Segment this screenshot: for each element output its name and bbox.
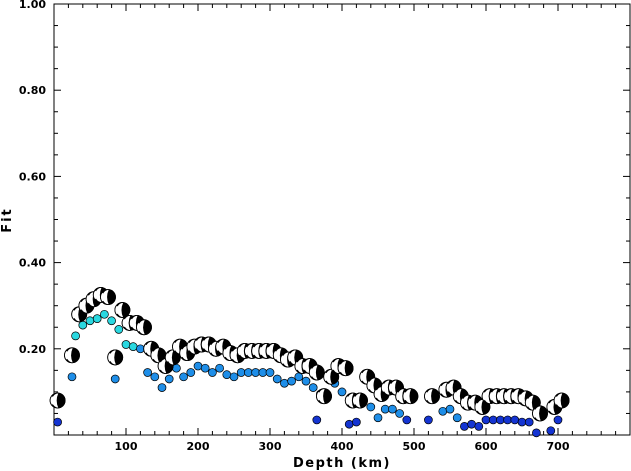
fit-point-mid_blue <box>67 372 77 382</box>
fit-point-cyan <box>107 316 116 326</box>
fit-point-deep_blue <box>312 415 322 425</box>
fit-point-mid_blue <box>280 378 289 388</box>
fit-point-deep_blue <box>510 415 520 425</box>
fit-point-mid_blue <box>308 383 318 392</box>
mechanism-symbol <box>337 360 354 377</box>
data-marks <box>49 286 570 438</box>
fit-point-mid_blue <box>157 383 167 392</box>
fit-point-mid_blue <box>229 372 239 382</box>
fit-point-deep_blue <box>553 415 563 425</box>
fit-point-mid_blue <box>388 404 397 414</box>
mechanism-symbol <box>64 347 80 364</box>
fit-point-cyan <box>100 309 109 319</box>
fit-point-mid_blue <box>222 370 232 380</box>
fit-point-mid_blue <box>366 402 376 412</box>
mechanism-symbol <box>49 392 66 409</box>
fit-point-mid_blue <box>208 368 217 377</box>
x-tick-label: 600 <box>475 440 498 453</box>
mechanism-symbol <box>114 302 131 318</box>
fit-point-deep_blue <box>524 417 534 427</box>
fit-point-mid_blue <box>287 376 296 386</box>
axis-ticks: 100 200 300 400 500 600 700 0.20 0.40 0.60 0.80 1.0… <box>19 0 630 453</box>
fit-point-mid_blue <box>143 368 152 377</box>
fit-point-deep_blue <box>53 417 62 427</box>
x-tick-label: 100 <box>115 440 138 453</box>
mechanism-symbol <box>136 319 152 336</box>
x-tick-label: 500 <box>403 440 426 453</box>
fit-point-mid_blue <box>337 387 347 397</box>
fit-point-mid_blue <box>438 406 448 416</box>
fit-point-cyan <box>78 320 88 330</box>
fit-point-deep_blue <box>503 415 512 425</box>
fit-point-mid_blue <box>172 363 181 373</box>
mechanism-symbol <box>308 364 325 381</box>
fit-point-mid_blue <box>164 374 174 384</box>
fit-point-mid_blue <box>186 368 196 377</box>
mechanism-symbol <box>402 388 419 405</box>
mechanism-symbol <box>107 349 124 366</box>
fit-point-deep_blue <box>460 422 469 431</box>
fit-point-deep_blue <box>467 419 476 429</box>
y-tick-label: 0.60 <box>19 170 46 183</box>
fit-point-mid_blue <box>380 404 390 414</box>
fit-point-mid_blue <box>373 413 383 423</box>
fit-point-mid_blue <box>452 413 462 423</box>
y-tick-label: 0.40 <box>19 257 46 270</box>
fit-point-deep_blue <box>532 428 541 438</box>
fit-point-mid_blue <box>272 374 282 384</box>
fit-point-deep_blue <box>474 422 484 431</box>
mechanism-symbol <box>128 314 145 331</box>
x-axis-label: Depth (km) <box>293 456 391 471</box>
fit-point-deep_blue <box>344 419 354 429</box>
mechanism-symbol <box>553 392 570 409</box>
y-axis-label: Fit <box>0 207 15 233</box>
y-tick-label: 0.80 <box>19 84 46 97</box>
x-tick-label: 300 <box>259 440 282 453</box>
fit-point-cyan <box>114 325 124 334</box>
fit-point-deep_blue <box>402 415 412 425</box>
fit-point-cyan <box>71 331 80 341</box>
x-tick-label: 200 <box>187 440 210 453</box>
fit-point-deep_blue <box>481 415 491 425</box>
fit-point-mid_blue <box>251 368 260 377</box>
fit-point-cyan <box>121 340 131 349</box>
fit-point-mid_blue <box>265 368 275 377</box>
fit-point-mid_blue <box>301 376 311 386</box>
fit-point-cyan <box>85 316 95 326</box>
fit-point-deep_blue <box>352 417 361 427</box>
fit-point-mid_blue <box>179 372 188 382</box>
fit-point-deep_blue <box>517 417 527 427</box>
fit-point-cyan <box>128 342 138 351</box>
fit-point-deep_blue <box>546 426 556 436</box>
y-tick-label: 1.00 <box>19 0 46 11</box>
fit-point-mid_blue <box>136 344 145 354</box>
mechanism-symbol <box>100 289 116 306</box>
y-tick-label: 0.20 <box>19 343 46 356</box>
mechanism-symbol <box>424 388 440 405</box>
fit-point-mid_blue <box>445 404 455 414</box>
mechanism-symbol <box>445 379 462 396</box>
mechanism-symbol <box>352 392 368 409</box>
fit-point-mid_blue <box>395 409 404 418</box>
fit-point-cyan <box>92 314 102 323</box>
fit-point-deep_blue <box>424 415 433 425</box>
fit-point-deep_blue <box>488 415 498 425</box>
fit-point-mid_blue <box>110 374 120 384</box>
mechanism-symbol <box>316 388 332 405</box>
x-tick-label: 700 <box>547 440 570 453</box>
fit-point-mid_blue <box>294 372 304 382</box>
fit-point-mid_blue <box>215 363 224 373</box>
fit-point-deep_blue <box>496 415 505 425</box>
fit-point-mid_blue <box>193 361 203 371</box>
x-tick-label: 400 <box>331 440 354 453</box>
fit-point-mid_blue <box>244 368 253 377</box>
mechanism-symbol <box>532 405 548 422</box>
fit-point-mid_blue <box>150 372 160 382</box>
fit-point-mid_blue <box>200 363 210 373</box>
fit-point-mid_blue <box>258 368 268 377</box>
fit-point-mid_blue <box>236 368 246 377</box>
